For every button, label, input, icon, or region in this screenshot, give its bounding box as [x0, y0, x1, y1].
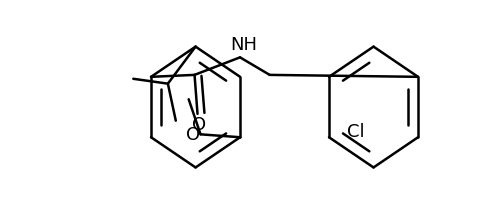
Text: Cl: Cl [347, 123, 365, 141]
Text: O: O [193, 116, 207, 134]
Text: O: O [186, 126, 200, 144]
Text: NH: NH [230, 36, 257, 54]
